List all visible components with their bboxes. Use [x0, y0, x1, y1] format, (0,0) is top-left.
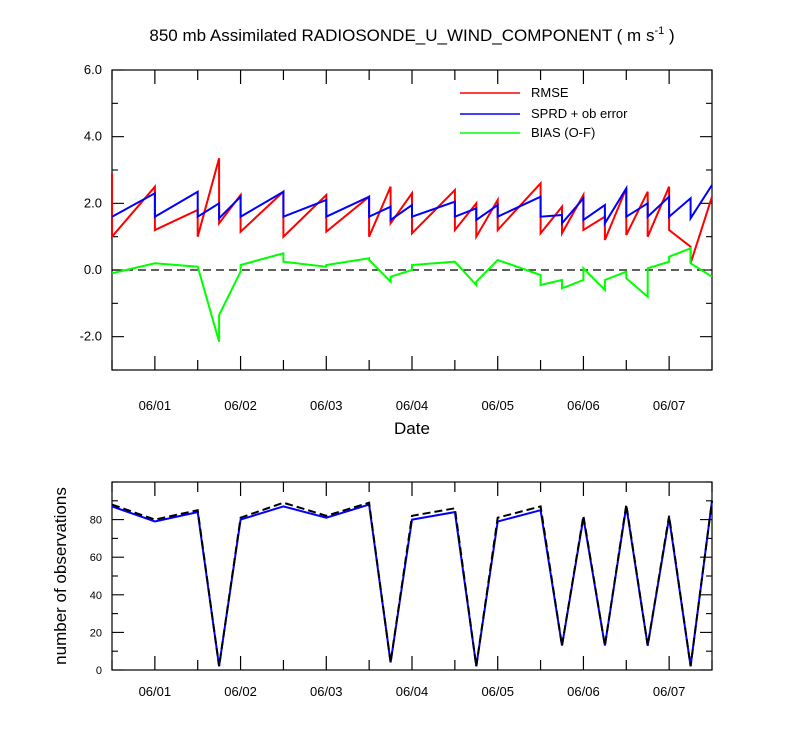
bottom-x-tick-labels: 06/01 06/02 06/03 06/04 06/05 06/06 06/07 [139, 684, 686, 699]
chart-title-main: 850 mb Assimilated RADIOSONDE_U_WIND_COM… [149, 26, 654, 45]
bottom-y-axis-label: number of observations [51, 487, 70, 665]
legend-label-rmse: RMSE [531, 85, 569, 100]
y-tick-label: 2.0 [84, 195, 102, 210]
chart-title: 850 mb Assimilated RADIOSONDE_U_WIND_COM… [149, 25, 674, 45]
y-tick-label: -2.0 [80, 329, 102, 344]
top-x-axis-label: Date [394, 419, 430, 438]
legend: RMSE SPRD + ob error BIAS (O-F) [460, 85, 628, 140]
y-tick-label: 80 [90, 515, 102, 527]
x-tick-label: 06/02 [224, 684, 257, 699]
x-tick-label: 06/01 [139, 398, 172, 413]
x-tick-label: 06/06 [567, 398, 600, 413]
top-x-tick-labels: 06/01 06/02 06/03 06/04 06/05 06/06 06/07 [139, 398, 686, 413]
top-y-tick-labels: 6.0 4.0 2.0 0.0 -2.0 [80, 62, 102, 344]
bottom-y-tick-labels: 80 60 40 20 0 [90, 515, 102, 677]
series-line-1-0 [111, 500, 713, 667]
legend-label-bias: BIAS (O-F) [531, 125, 595, 140]
bottom-plot-ticks [111, 481, 713, 671]
x-tick-label: 06/07 [653, 684, 686, 699]
x-tick-label: 06/05 [481, 684, 514, 699]
series-line-0-2 [111, 246, 713, 342]
legend-label-sprd: SPRD + ob error [531, 106, 628, 121]
x-tick-label: 06/05 [481, 398, 514, 413]
x-tick-label: 06/04 [396, 684, 429, 699]
x-tick-label: 06/01 [139, 684, 172, 699]
top-series-group [111, 158, 713, 342]
x-tick-label: 06/02 [224, 398, 257, 413]
bottom-series-group [111, 500, 713, 667]
chart-title-exponent: -1 [654, 25, 664, 37]
y-tick-label: 40 [90, 590, 102, 602]
x-tick-label: 06/04 [396, 398, 429, 413]
y-tick-label: 20 [90, 627, 102, 639]
x-tick-label: 06/03 [310, 684, 343, 699]
x-tick-label: 06/06 [567, 684, 600, 699]
y-tick-label: 0.0 [84, 262, 102, 277]
y-tick-label: 60 [90, 552, 102, 564]
chart-title-suffix: ) [664, 26, 674, 45]
series-line-1-1 [111, 500, 713, 667]
x-tick-label: 06/07 [653, 398, 686, 413]
y-tick-label: 0 [96, 665, 102, 677]
y-tick-label: 6.0 [84, 62, 102, 77]
y-tick-label: 4.0 [84, 129, 102, 144]
series-line-0-1 [111, 184, 713, 227]
series-line-0-0 [111, 158, 713, 264]
bottom-plot-area [111, 481, 713, 671]
x-tick-label: 06/03 [310, 398, 343, 413]
